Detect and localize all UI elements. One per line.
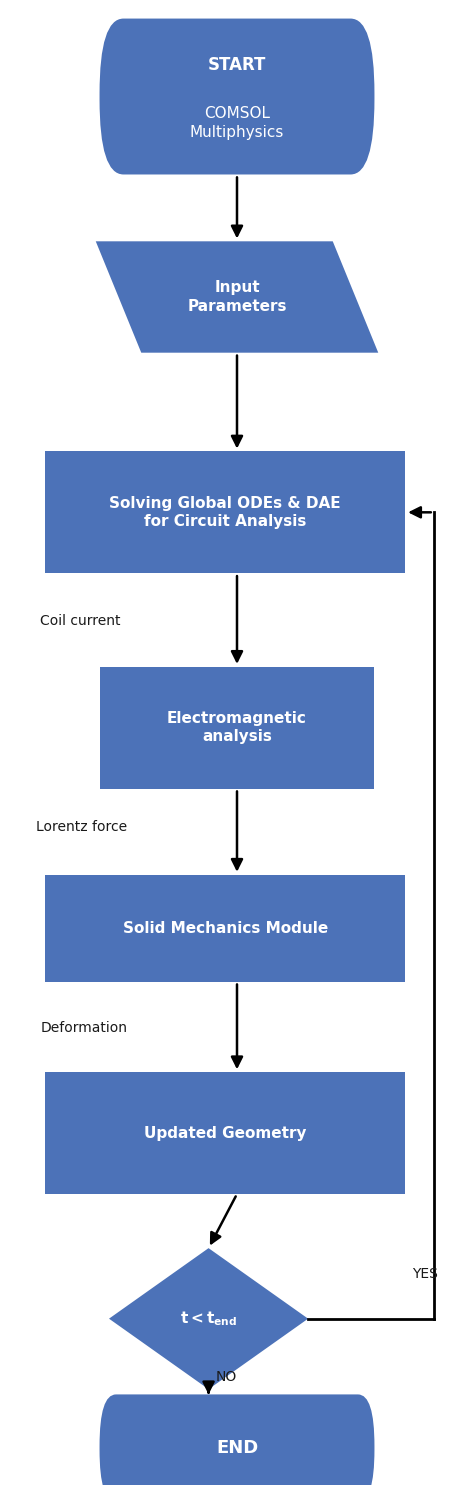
Text: Lorentz force: Lorentz force [36, 820, 127, 835]
Text: YES: YES [412, 1267, 438, 1282]
FancyBboxPatch shape [45, 1072, 405, 1194]
Text: $\mathbf{t < t_{end}}$: $\mathbf{t < t_{end}}$ [180, 1310, 237, 1328]
Polygon shape [109, 1247, 308, 1390]
Text: Solid Mechanics Module: Solid Mechanics Module [122, 921, 328, 936]
FancyBboxPatch shape [45, 451, 405, 573]
Text: START: START [208, 56, 266, 74]
Text: COMSOL
Multiphysics: COMSOL Multiphysics [190, 107, 284, 140]
Text: Input
Parameters: Input Parameters [187, 281, 287, 313]
FancyBboxPatch shape [45, 875, 405, 982]
FancyBboxPatch shape [100, 1394, 374, 1485]
FancyBboxPatch shape [100, 667, 374, 789]
Text: NO: NO [216, 1369, 237, 1384]
Text: Coil current: Coil current [40, 613, 121, 628]
Text: Updated Geometry: Updated Geometry [144, 1126, 306, 1140]
Text: END: END [216, 1439, 258, 1457]
Text: Solving Global ODEs & DAE
for Circuit Analysis: Solving Global ODEs & DAE for Circuit An… [109, 496, 341, 529]
Text: Electromagnetic
analysis: Electromagnetic analysis [167, 711, 307, 744]
Polygon shape [96, 241, 378, 352]
FancyBboxPatch shape [100, 18, 374, 174]
Text: Deformation: Deformation [40, 1020, 128, 1035]
